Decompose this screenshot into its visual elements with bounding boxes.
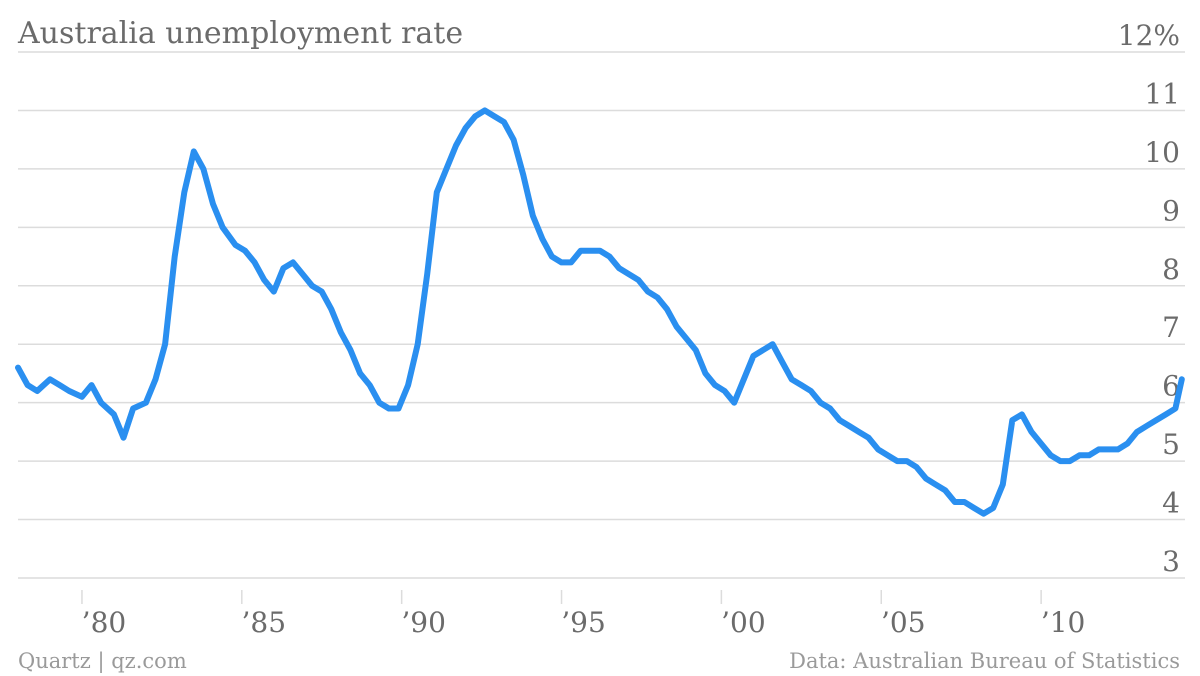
x-tick-label: ’00	[721, 606, 766, 639]
y-tick-label: 9	[1162, 194, 1180, 227]
y-tick-label: 5	[1162, 428, 1180, 461]
x-tick-label: ’05	[881, 606, 926, 639]
data-source: Data: Australian Bureau of Statistics	[789, 649, 1180, 673]
series-layer	[15, 107, 1185, 517]
x-tick-label: ’95	[561, 606, 606, 639]
series-line	[15, 107, 1185, 517]
gridlines	[18, 51, 1185, 579]
y-tick-label: 12%	[1118, 19, 1180, 52]
y-tick-label: 7	[1162, 311, 1180, 344]
y-tick-label: 4	[1162, 487, 1180, 520]
x-tick-label: ’90	[401, 606, 446, 639]
chart-title: Australia unemployment rate	[17, 16, 463, 51]
x-tick-label: ’85	[242, 606, 287, 639]
y-tick-label: 11	[1144, 77, 1180, 110]
x-tick-label: ’80	[82, 606, 127, 639]
x-tick-label: ’10	[1041, 606, 1086, 639]
source-credit: Quartz | qz.com	[18, 649, 187, 674]
y-tick-label: 3	[1162, 545, 1180, 578]
y-tick-label: 8	[1162, 253, 1180, 286]
x-axis: ’80 ’85 ’90 ’95 ’00 ’05 ’10	[81, 590, 1086, 639]
y-tick-label: 10	[1144, 136, 1180, 169]
